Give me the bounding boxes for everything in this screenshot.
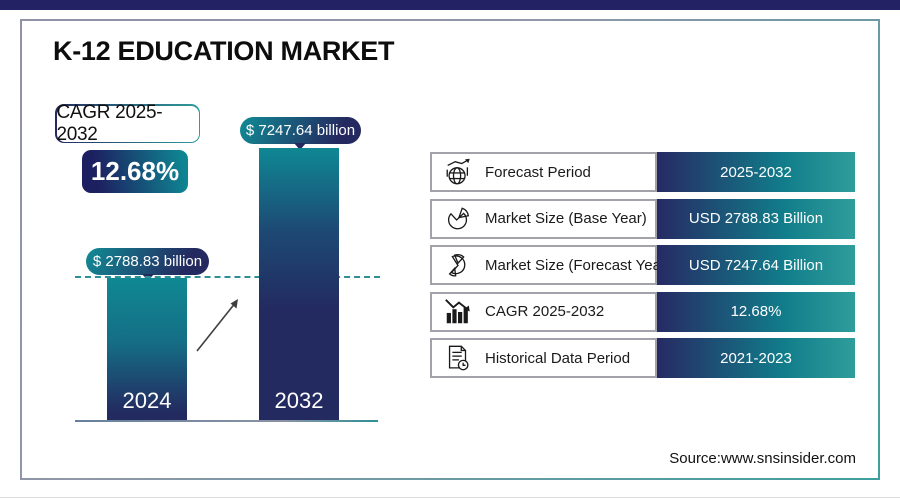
table-row: Forecast Period 2025-2032 [430,152,855,192]
bar-2032: 2032 [259,148,339,420]
table-row-value: USD 7247.64 Billion [657,245,855,285]
pill-pointer-2032 [294,143,306,150]
table-row-label: Forecast Period [485,163,591,181]
table-row-label: Market Size (Forecast Year) [485,256,671,274]
source-attribution: Source:www.snsinsider.com [669,450,856,467]
growth-arrow-icon [196,299,238,352]
bottom-hairline [0,497,900,498]
document-clock-icon [442,342,474,374]
bar-value-pill-2024: $ 2788.83 billion [86,248,209,275]
bar-2024: 2024 [107,278,187,420]
bar-chart-trend-icon [442,296,474,328]
table-row: Historical Data Period 2021-2023 [430,338,855,378]
top-accent-bar [0,0,900,10]
globe-growth-icon [442,156,474,188]
cagr-period-box: CAGR 2025-2032 [55,102,200,145]
table-row-value: 2021-2023 [657,338,855,378]
table-row-value: USD 2788.83 Billion [657,198,855,239]
table-row-value: 12.68% [657,291,855,332]
table-row: Market Size (Forecast Year) USD 7247.64 … [430,245,855,285]
cagr-value-badge: 12.68% [82,150,188,193]
bar-value-pill-2032: $ 7247.64 billion [240,117,361,144]
table-row-label: Market Size (Base Year) [485,210,647,227]
reference-dashed-line [75,276,380,278]
table-row-label: CAGR 2025-2032 [485,303,605,320]
table-row: CAGR 2025-2032 12.68% [430,291,855,332]
table-row: Market Size (Base Year) USD 2788.83 Bill… [430,198,855,239]
table-row-label: Historical Data Period [485,349,631,367]
bar-label-2032: 2032 [274,388,324,413]
chart-baseline [75,420,378,422]
pie-chart-icon [442,203,474,235]
bar-label-2024: 2024 [122,388,172,413]
cagr-period-label: CAGR 2025-2032 [56,102,199,145]
table-row-value: 2025-2032 [657,152,855,192]
pie-chart-exploded-icon [442,249,474,281]
market-spec-table: Forecast Period 2025-2032 Market Size (B… [430,152,855,378]
page-title: K-12 EDUCATION MARKET [53,36,395,66]
